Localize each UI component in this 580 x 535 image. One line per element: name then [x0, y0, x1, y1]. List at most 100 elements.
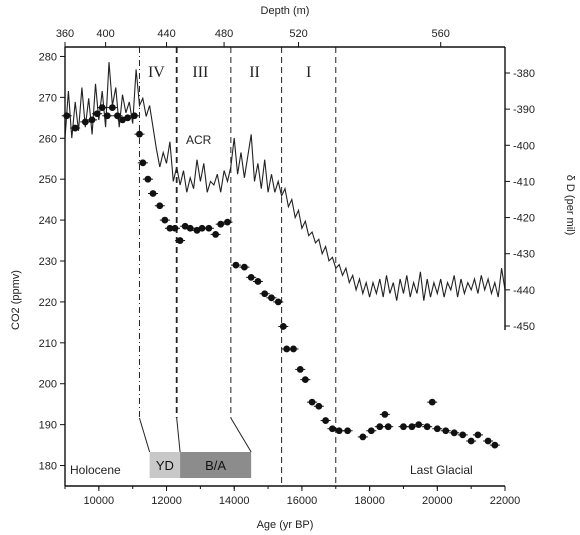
y-right-tick-label-0: -380 — [513, 68, 535, 80]
x-top-axis-title: Depth (m) — [261, 5, 310, 17]
co2-point-10 — [124, 114, 132, 122]
x-bottom-tick-label-3: 16000 — [287, 495, 318, 507]
co2-point-14 — [144, 175, 152, 183]
zone-label-iii: III — [192, 64, 208, 81]
co2-point-46 — [344, 427, 352, 435]
co2-point-34 — [268, 294, 275, 302]
co2-point-37 — [283, 345, 291, 353]
co2-point-61 — [467, 437, 475, 445]
co2-point-8 — [114, 112, 121, 120]
x-top-tick-label-0: 360 — [56, 28, 74, 40]
x-bottom-tick-label-0: 10000 — [84, 495, 115, 507]
co2-point-19 — [171, 224, 179, 232]
co2-point-41 — [308, 398, 316, 406]
co2-point-2 — [81, 118, 89, 126]
co2-point-13 — [139, 159, 147, 167]
y-left-tick-label-7: 250 — [39, 174, 57, 186]
label-layer: IV III II I — [148, 64, 311, 81]
x-bottom-tick-label-5: 20000 — [422, 495, 453, 507]
co2-point-25 — [205, 224, 213, 232]
co2-point-6 — [103, 112, 111, 120]
y-right-tick-label-4: -420 — [513, 213, 535, 225]
y-left-tick-label-4: 220 — [39, 297, 57, 309]
y-left-tick-label-9: 270 — [39, 92, 57, 104]
co2-point-24 — [198, 224, 206, 232]
co2-point-43 — [322, 417, 330, 424]
co2-point-54 — [415, 421, 423, 429]
holocene-annotation: Holocene — [70, 463, 121, 477]
co2-point-59 — [450, 429, 458, 437]
co2-point-12 — [136, 130, 143, 138]
co2-point-55 — [423, 423, 431, 431]
y-left-tick-label-5: 230 — [39, 256, 57, 268]
co2-point-11 — [130, 112, 138, 120]
band-connector-1 — [176, 417, 181, 453]
band-ba-rect — [180, 452, 252, 478]
co2-point-4 — [93, 110, 101, 118]
co2-point-1 — [71, 124, 79, 132]
y-left-tick-label-0: 180 — [39, 461, 57, 473]
co2-point-30 — [240, 263, 248, 271]
co2-point-16 — [156, 202, 164, 210]
co2-point-28 — [224, 218, 231, 226]
zone-label-iv: IV — [148, 64, 165, 81]
co2-point-29 — [232, 261, 240, 269]
y-right-tick-label-6: -440 — [513, 285, 535, 297]
co2-point-51 — [384, 423, 392, 431]
co2-point-40 — [301, 376, 309, 384]
x-bottom-tick-label-2: 14000 — [219, 495, 250, 507]
co2-point-63 — [484, 437, 492, 445]
co2-point-17 — [161, 216, 169, 224]
co2-point-47 — [359, 433, 367, 441]
y-right-axis-title: δ D (per mil) — [564, 175, 576, 236]
y-left-tick-label-6: 240 — [39, 215, 57, 227]
band-ba-label: B/A — [205, 458, 226, 473]
co2-point-18 — [166, 224, 174, 232]
series-layer — [61, 62, 506, 449]
tick-layer: 10000 12000 14000 16000 18000 20000 22000 360 40… — [39, 28, 535, 507]
co2-point-39 — [296, 366, 304, 373]
x-top-tick-label-4: 520 — [289, 28, 307, 40]
y-right-tick-label-3: -410 — [513, 176, 535, 188]
co2-point-27 — [217, 220, 225, 228]
boundary-layer — [138, 47, 337, 486]
acr-annotation: ACR — [186, 133, 212, 147]
zone-label-i: I — [306, 64, 311, 81]
co2-point-38 — [290, 345, 297, 353]
x-top-tick-label-5: 560 — [432, 28, 450, 40]
band-yd-label: YD — [156, 458, 174, 473]
co2-point-35 — [274, 298, 282, 306]
y-right-tick-label-5: -430 — [513, 249, 535, 261]
co2-point-62 — [474, 431, 482, 439]
co2-point-22 — [186, 224, 194, 232]
co2-point-26 — [212, 231, 220, 238]
co2-point-52 — [400, 423, 407, 431]
y-right-tick-label-1: -390 — [513, 104, 535, 116]
co2-point-33 — [261, 290, 269, 298]
co2-point-15 — [149, 190, 157, 197]
x-top-tick-label-3: 480 — [215, 28, 233, 40]
co2-point-58 — [442, 427, 450, 435]
co2-point-7 — [108, 104, 116, 111]
co2-point-44 — [328, 425, 336, 433]
co2-point-56 — [428, 398, 436, 406]
zone-label-ii: II — [249, 64, 260, 81]
y-right-tick-label-2: -400 — [513, 140, 535, 152]
co2-point-20 — [176, 237, 184, 244]
deuterium-series-line — [64, 62, 506, 301]
band-connector-0 — [138, 417, 151, 453]
co2-point-36 — [279, 323, 287, 330]
y-left-axis-title: CO2 (ppmv) — [10, 270, 22, 330]
y-left-tick-label-3: 210 — [39, 338, 57, 350]
y-left-tick-label-8: 260 — [39, 133, 57, 145]
y-right-tick-label-7: -450 — [513, 321, 535, 333]
x-bottom-tick-label-1: 12000 — [151, 495, 182, 507]
x-bottom-tick-label-6: 22000 — [490, 495, 521, 507]
co2-point-45 — [335, 427, 343, 435]
x-bottom-axis-title: Age (yr BP) — [257, 519, 314, 531]
co2-point-50 — [381, 411, 389, 418]
co2-point-53 — [408, 423, 416, 431]
y-left-tick-label-10: 280 — [39, 51, 57, 63]
y-left-tick-label-2: 200 — [39, 379, 57, 391]
co2-point-32 — [254, 278, 262, 285]
